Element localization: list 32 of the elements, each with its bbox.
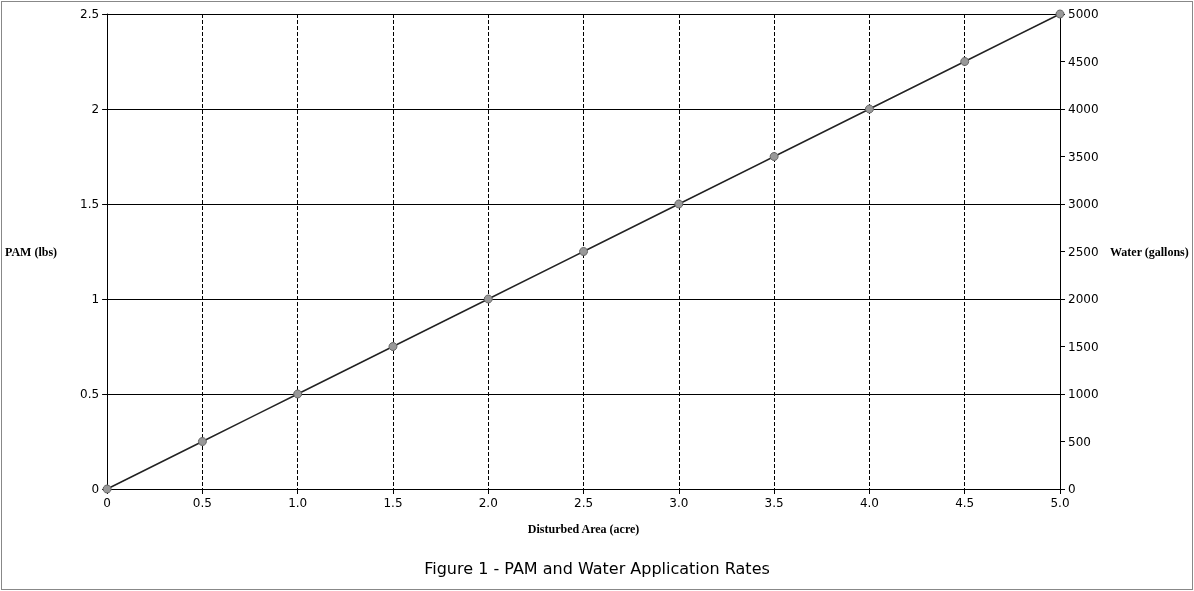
y-axis-title: PAM (lbs) [4,244,58,259]
y-tick-label: 1.5 [80,197,100,211]
y2-tick-label: 4500 [1068,54,1099,69]
x-tick-label: 3.5 [764,496,784,510]
x-axis-title: Disturbed Area (acre) [527,522,640,536]
y2-tick-label: 4000 [1068,102,1099,116]
y2-tick-label: 1000 [1068,387,1099,401]
x-tick-label: 3.0 [669,496,689,510]
x-tick-label: 4.5 [955,496,975,510]
x-tick-label: 0 [103,496,111,510]
y-tick-label: 1 [91,292,100,306]
y2-tick-label: 3000 [1068,197,1099,211]
y-tick-label: 2.5 [80,7,100,21]
x-tick-label: 5.0 [1050,496,1070,510]
x-tick-label: 1.0 [288,496,308,510]
x-tick-label: 4.0 [859,496,879,510]
x-tick-label: 0.5 [192,496,212,510]
y2-tick-label: 2500 [1068,244,1099,259]
text: Figure 1 - PAM and Water Application Rates [424,558,770,578]
y2-tick-label: 1500 [1068,339,1099,354]
y2-tick-label: 3500 [1068,149,1099,164]
y2-axis-title: Water (gallons) [1110,244,1189,259]
y2-tick-label: 2000 [1068,292,1099,306]
y-tick-label: 2 [91,102,100,116]
y2-tick-label: 5000 [1068,7,1099,21]
x-tick-label: 1.5 [383,496,403,510]
y-tick-label: 0.5 [80,387,100,401]
y-tick-label: 0 [91,482,100,496]
x-tick-label: 2.5 [574,496,594,510]
y2-tick-label: 0 [1068,482,1076,496]
x-tick-label: 2.0 [478,496,498,510]
y2-tick-label: 500 [1068,434,1091,449]
